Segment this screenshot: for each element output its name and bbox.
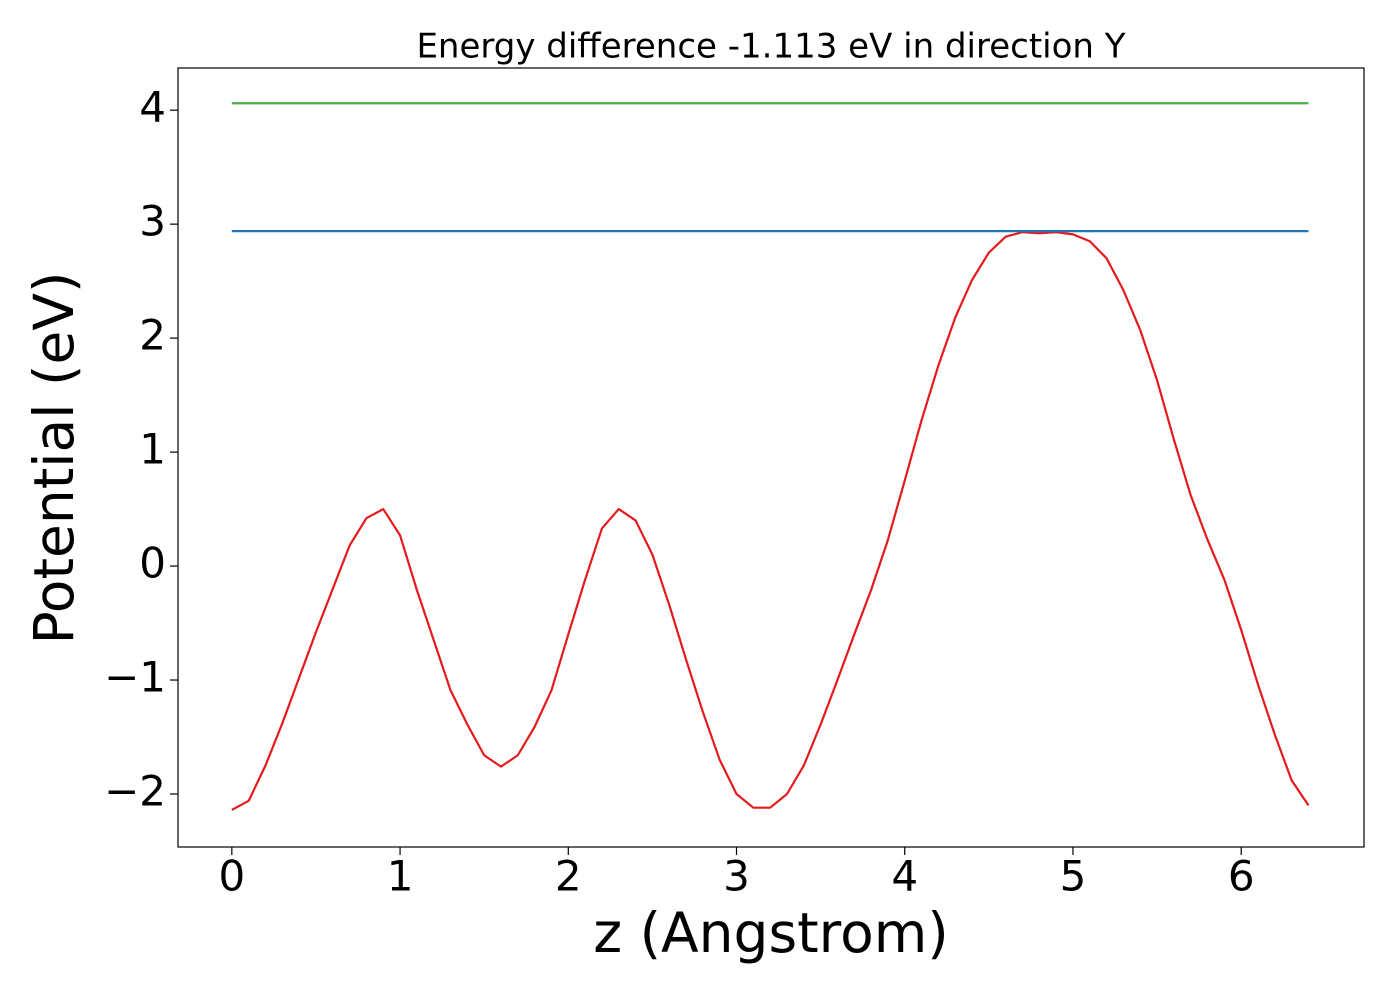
y-tick-label: 3 bbox=[139, 197, 166, 246]
y-tick-label: −2 bbox=[104, 767, 166, 816]
x-axis-label: z (Angstrom) bbox=[593, 901, 949, 965]
y-tick-label: −1 bbox=[104, 653, 166, 702]
x-tick-label: 2 bbox=[555, 852, 582, 901]
x-tick-label: 4 bbox=[891, 852, 918, 901]
x-tick-label: 5 bbox=[1060, 852, 1087, 901]
chart-title: Energy difference -1.113 eV in direction… bbox=[416, 27, 1125, 67]
plot-frame bbox=[177, 67, 1365, 848]
x-tick-label: 1 bbox=[387, 852, 414, 901]
y-axis-label: Potential (eV) bbox=[22, 272, 86, 645]
x-tick-label: 6 bbox=[1228, 852, 1255, 901]
y-tick-label: 0 bbox=[139, 539, 166, 588]
y-tick-label: 4 bbox=[139, 83, 166, 132]
y-tick-label: 1 bbox=[139, 425, 166, 474]
x-tick-label: 3 bbox=[723, 852, 750, 901]
data-line bbox=[231, 231, 1310, 811]
x-tick-label: 0 bbox=[218, 852, 245, 901]
y-tick-label: 2 bbox=[139, 311, 166, 360]
